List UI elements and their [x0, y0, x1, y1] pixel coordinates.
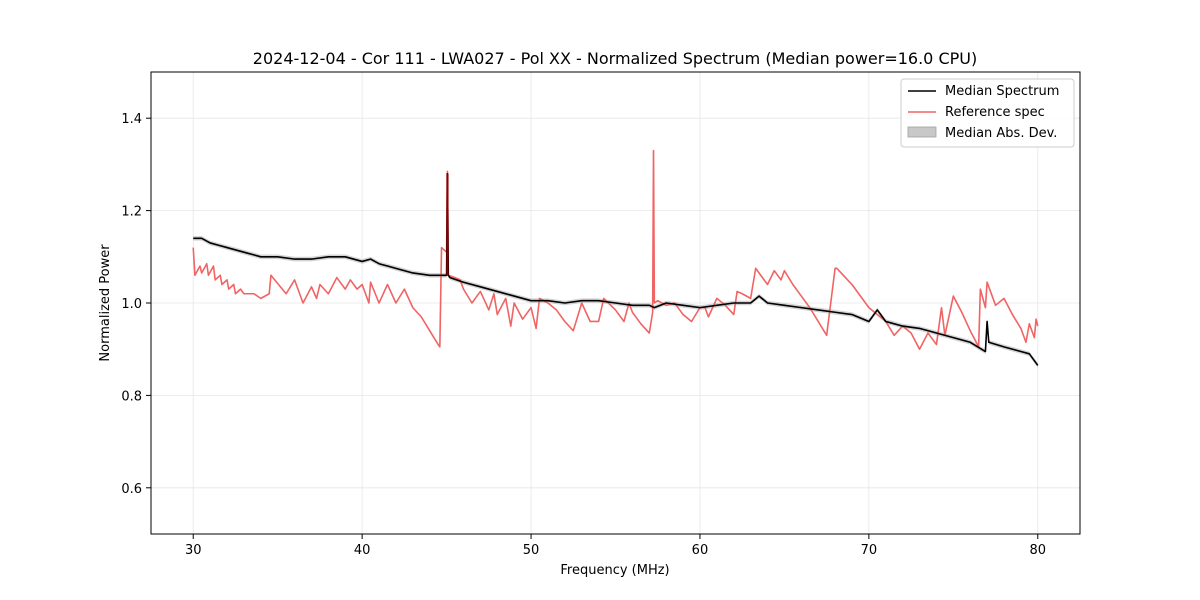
legend-median-label: Median Spectrum [945, 84, 1059, 99]
series-layer [192, 149, 1039, 366]
x-tick-label: 80 [1029, 543, 1046, 558]
legend-box [900, 78, 1075, 148]
legend-mad-label: Median Abs. Dev. [945, 126, 1057, 141]
y-axis-label: Normalized Power [98, 244, 113, 362]
y-tick-label: 0.8 [121, 389, 142, 404]
mad-layer [193, 171, 1038, 368]
median-spectrum-line [193, 172, 1039, 366]
y-tick-label: 0.6 [121, 482, 142, 497]
legend: Median Spectrum Reference spec Median Ab… [900, 78, 1075, 148]
x-tick-label: 50 [523, 543, 540, 558]
legend-mad-swatch [907, 126, 937, 138]
y-tick-label: 1.0 [121, 297, 142, 312]
reference-spec-line [192, 149, 1039, 351]
y-tick-label: 1.2 [121, 205, 142, 220]
x-tick-label: 40 [354, 543, 371, 558]
ticks-layer: 30 40 50 60 70 80 0.6 0.8 1.0 1.2 1.4 [121, 112, 1046, 558]
x-tick-label: 70 [861, 543, 878, 558]
legend-reference-label: Reference spec [945, 105, 1045, 120]
y-tick-label: 1.4 [121, 112, 142, 127]
x-tick-label: 60 [692, 543, 709, 558]
chart-title: 2024-12-04 - Cor 111 - LWA027 - Pol XX -… [253, 49, 977, 68]
mad-band [193, 171, 1038, 368]
x-axis-label: Frequency (MHz) [560, 563, 669, 578]
x-tick-label: 30 [185, 543, 202, 558]
